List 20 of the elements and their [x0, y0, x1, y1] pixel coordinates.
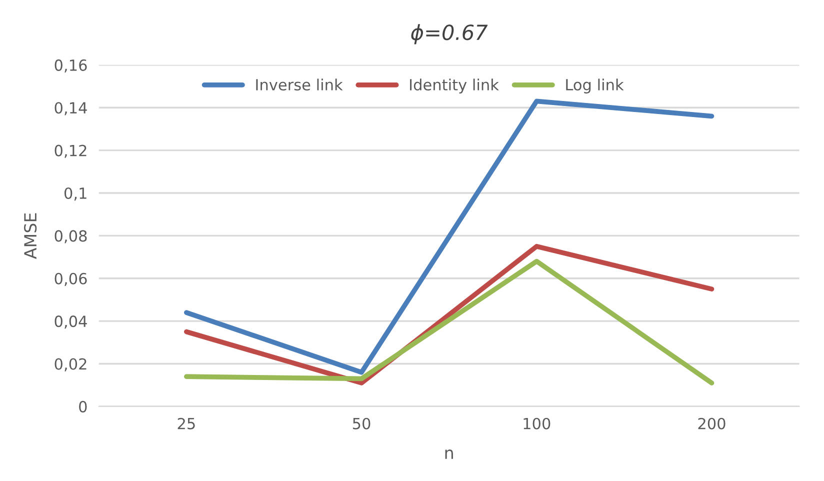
legend-label: Log link: [566, 78, 624, 94]
legend-label: Inverse link: [256, 78, 343, 91]
line-series: [184, 98, 714, 375]
y-tick-label: 0,16: [54, 59, 87, 73]
x-axis-title: n: [445, 450, 453, 459]
y-tick-label: 0,1: [64, 187, 86, 201]
x-tick-label: 100: [524, 418, 550, 430]
y-tick-label: 0,06: [54, 272, 87, 286]
y-tick-label: 0,14: [54, 102, 87, 116]
y-tick-label: 0,12: [54, 144, 86, 158]
x-tick-label: 200: [698, 418, 726, 430]
y-tick-label: 0: [79, 400, 87, 412]
chart-title: ϕ=0.67: [411, 24, 488, 44]
legend-label: Identity link: [410, 78, 499, 94]
x-tick-label: 50: [352, 418, 370, 430]
x-tick-label: 25: [178, 418, 195, 430]
y-tick-label: 0,04: [54, 316, 87, 329]
y-axis-title: AMSE: [24, 213, 37, 260]
y-tick-label: 0,02: [54, 358, 86, 372]
y-tick-label: 0,08: [54, 230, 87, 244]
